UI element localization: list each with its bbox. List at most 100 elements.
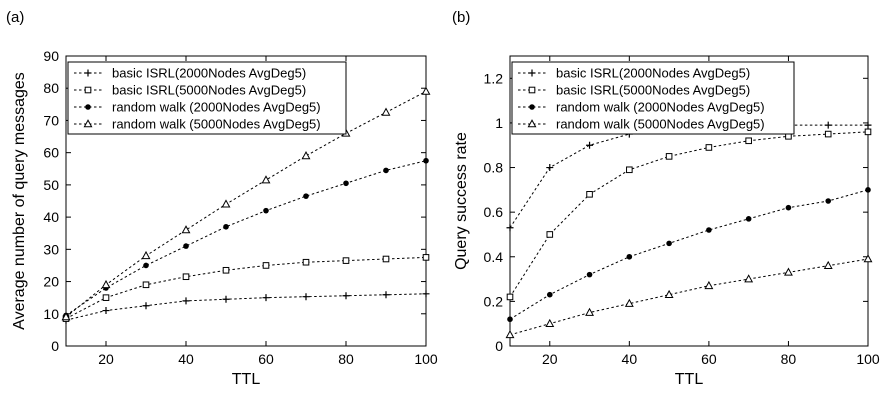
panel-a-series-3 bbox=[63, 157, 429, 319]
panel-a-series-3-point bbox=[143, 262, 149, 269]
panel-a-series-2-point bbox=[422, 254, 430, 261]
panel-a-series-4 bbox=[61, 86, 431, 321]
panel-b-series-4-point bbox=[545, 318, 555, 327]
panel-b-y-tick-label: 0.4 bbox=[484, 249, 504, 265]
panel-b-series-4-point bbox=[624, 298, 634, 307]
panel-a-y-axis-title: Average number of query messages bbox=[11, 72, 28, 330]
panel-b-legend-entry: random walk (2000Nodes AvgDeg5) bbox=[556, 100, 765, 115]
panel-a-series-2 bbox=[62, 254, 430, 322]
panel-a-series-4-point bbox=[261, 175, 271, 184]
panel-b-legend-entry: basic ISRL(2000Nodes AvgDeg5) bbox=[556, 66, 750, 81]
panel-b-y-tick-label: 0.6 bbox=[484, 204, 504, 220]
panel-b-legend-entry: basic ISRL(5000Nodes AvgDeg5) bbox=[556, 83, 750, 98]
panel-a-series-1-point bbox=[102, 307, 110, 315]
panel-a-series-4-point bbox=[181, 225, 191, 234]
panel-a-series-3-point bbox=[263, 207, 269, 214]
panel-b-label: (b) bbox=[452, 9, 470, 26]
panel-b-series-3-point bbox=[626, 253, 633, 260]
panel-a-x-tick-label: 60 bbox=[258, 351, 274, 367]
panel-b-y-tick-label: 1.2 bbox=[484, 70, 504, 86]
panel-a-y-tick-label: 50 bbox=[43, 177, 59, 193]
panel-a-legend-box bbox=[67, 61, 347, 135]
panel-a-series-3-point bbox=[343, 180, 349, 187]
panel-b-series-2-point bbox=[506, 293, 514, 301]
panel-b-legend-marker bbox=[527, 119, 537, 128]
panel-a-series-2-point bbox=[262, 262, 270, 269]
panel-a-series-2-point bbox=[142, 281, 150, 289]
panel-b-y-tick-label: 0.8 bbox=[484, 160, 504, 176]
panel-a-y-tick-label: 0 bbox=[51, 338, 59, 354]
panel-b-legend-marker bbox=[528, 86, 536, 94]
panel-b-x-tick-label: 80 bbox=[781, 351, 797, 367]
panel-a-x-tick-label: 80 bbox=[338, 351, 354, 367]
panel-a-x-tick-label: 100 bbox=[414, 351, 438, 367]
panel-a-legend-entry: random walk (2000Nodes AvgDeg5) bbox=[112, 100, 321, 115]
panel-b-series-3-point bbox=[706, 227, 712, 233]
panel-b-x-axis-title: TTL bbox=[675, 371, 704, 388]
panel-b-series-4-line bbox=[509, 258, 869, 336]
panel-b-legend-marker bbox=[528, 69, 536, 77]
panel-b-series-4-point bbox=[784, 267, 793, 276]
panel-a-legend-marker bbox=[84, 86, 92, 94]
panel-b-series-3-point bbox=[507, 316, 513, 323]
panel-b-series-3-point bbox=[785, 204, 792, 211]
panel-a-legend-marker bbox=[85, 104, 91, 110]
panel-b-series-3-line bbox=[509, 189, 869, 320]
panel-a-x-axis-title: TTL bbox=[232, 371, 261, 388]
panel-b-y-tick-label: 0.2 bbox=[484, 293, 504, 309]
panel-a-y-tick-label: 80 bbox=[43, 80, 59, 96]
panel-b-y-tick-label: 0 bbox=[495, 338, 503, 354]
panel-a: (a) 0 10 20 30 40 50 60 70 80 90 20 40 60 80 100 TTL Aver… bbox=[6, 9, 438, 388]
panel-b-series-2-point bbox=[546, 231, 554, 238]
panel-a-legend-entry: random walk (5000Nodes AvgDeg5) bbox=[112, 117, 321, 132]
panel-b-x-tick-label: 100 bbox=[856, 351, 880, 367]
panel-a-series-1-point bbox=[382, 291, 390, 299]
panel-a-x-tick-label: 40 bbox=[178, 351, 194, 367]
panel-b-plot-frame bbox=[509, 55, 869, 347]
panel-b-series-3-point bbox=[546, 291, 553, 298]
panel-b-series-4-point bbox=[505, 330, 515, 339]
panel-b-series-4 bbox=[505, 254, 873, 339]
panel-a-x-tick-label: 20 bbox=[98, 351, 114, 367]
panel-a-series-3-point bbox=[423, 157, 429, 164]
panel-b-series-3-point bbox=[586, 271, 593, 278]
panel-b: (b) 0 0.2 0.4 0.6 0.8 1 1.2 20 40 60 80 100 TTL Query … bbox=[452, 9, 880, 388]
panel-a-y-tick-label: 30 bbox=[43, 241, 59, 257]
panel-b-legend: basic ISRL(2000Nodes AvgDeg5) basic ISRL(… bbox=[511, 61, 795, 135]
panel-a-legend-marker bbox=[84, 69, 92, 77]
panel-a-series-2-point bbox=[342, 257, 350, 264]
panel-a-series-1-point bbox=[222, 295, 230, 303]
panel-a-legend-entry: basic ISRL(2000Nodes AvgDeg5) bbox=[112, 66, 306, 81]
panel-a-series-3-point bbox=[303, 193, 309, 199]
panel-b-legend-entry: random walk (5000Nodes AvgDeg5) bbox=[556, 117, 765, 132]
panel-a-y-tick-label: 20 bbox=[43, 274, 59, 290]
panel-a-series-2-line bbox=[65, 256, 427, 320]
panel-a-series-1-point bbox=[342, 292, 350, 300]
panel-a-series-1-point bbox=[182, 297, 190, 305]
panel-b-x-tick-label: 40 bbox=[622, 351, 638, 367]
panel-b-y-axis-title: Query success rate bbox=[453, 132, 470, 270]
panel-b-series-4-point bbox=[744, 274, 754, 283]
panel-b-series-2-point bbox=[824, 130, 832, 138]
panel-a-series-1 bbox=[62, 290, 430, 324]
panel-a-series-1-point bbox=[422, 290, 430, 298]
panel-a-y-tick-label: 10 bbox=[43, 306, 59, 322]
panel-a-series-2-point bbox=[102, 294, 110, 301]
panel-b-series-4-point bbox=[664, 289, 674, 298]
panel-a-y-tick-label: 90 bbox=[43, 48, 59, 64]
panel-a-series-2-point bbox=[302, 258, 310, 266]
panel-b-legend-marker bbox=[529, 104, 535, 110]
panel-a-series-4-point bbox=[381, 107, 391, 116]
panel-b-x-tick-label: 20 bbox=[542, 351, 558, 367]
panel-b-series-4-point bbox=[704, 280, 714, 290]
panel-b-series-1-point bbox=[586, 141, 594, 149]
panel-b-y-tick-label: 1 bbox=[495, 115, 503, 131]
panel-a-series-3-line bbox=[65, 160, 427, 316]
panel-a-series-1-line bbox=[65, 293, 427, 321]
panel-b-series-2-point bbox=[665, 153, 673, 160]
panel-b-series-4-point bbox=[863, 254, 873, 263]
panel-b-x-tick-label: 60 bbox=[701, 351, 717, 367]
panel-b-series-3-point bbox=[745, 216, 752, 222]
